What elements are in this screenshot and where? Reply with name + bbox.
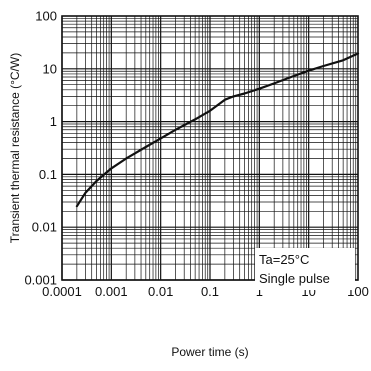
y-tick-label: 0.001: [24, 273, 57, 288]
y-tick-label: 0.1: [39, 167, 57, 182]
annotation-pulse-mode: Single pulse: [259, 271, 330, 286]
y-tick-label: 10: [43, 61, 57, 76]
x-tick-label: 1: [256, 284, 263, 299]
y-axis-ticks: 0.001 0.01 0.1 1 10 100: [24, 9, 57, 288]
x-tick-label: 0.0001: [42, 284, 82, 299]
grid: [61, 16, 358, 281]
y-axis-label: Transient thermal resistance (°C/W): [8, 53, 22, 243]
series-line: [75, 52, 360, 208]
annotation-background: [255, 248, 355, 290]
annotation-box: Ta=25°C Single pulse: [255, 248, 355, 290]
annotation-temperature: Ta=25°C: [259, 252, 309, 267]
x-tick-label: 0.001: [95, 284, 128, 299]
x-tick-label: 0.1: [201, 284, 219, 299]
y-tick-label: 100: [35, 9, 57, 24]
plot-frame: [61, 15, 359, 281]
y-tick-label: 0.01: [32, 220, 57, 235]
x-axis-label: Power time (s): [171, 345, 248, 359]
x-tick-label: 0.01: [148, 284, 173, 299]
y-tick-label: 1: [50, 114, 57, 129]
